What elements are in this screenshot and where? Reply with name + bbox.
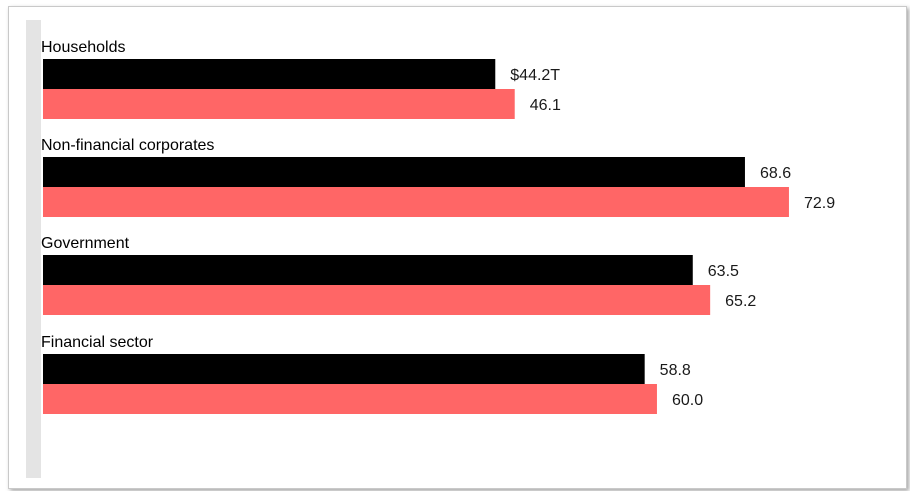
category-label: Non-financial corporates: [41, 137, 214, 154]
category-label: Households: [41, 39, 126, 56]
bar-series1: [43, 59, 496, 89]
bar-series2: [43, 384, 657, 414]
bar-series2: [43, 89, 515, 119]
bar-series1: [43, 157, 745, 187]
data-label: $44.2T: [510, 67, 560, 84]
y-axis-band: [26, 20, 41, 478]
data-label: 46.1: [530, 97, 561, 114]
bars-layer: Households $44.2T 46.1 Non-financial corpor…: [41, 39, 835, 414]
bar-series2: [43, 187, 789, 217]
category-label: Government: [41, 235, 130, 252]
data-label: 65.2: [725, 293, 756, 310]
data-label: 72.9: [804, 195, 835, 212]
data-label: 58.8: [660, 362, 691, 379]
bar-series1: [43, 354, 645, 384]
category-label: Financial sector: [41, 334, 154, 351]
data-label: 60.0: [672, 392, 703, 409]
data-label: 63.5: [708, 263, 739, 280]
bar-series1: [43, 255, 693, 285]
bar-series2: [43, 285, 711, 315]
data-label: 68.6: [760, 165, 791, 182]
